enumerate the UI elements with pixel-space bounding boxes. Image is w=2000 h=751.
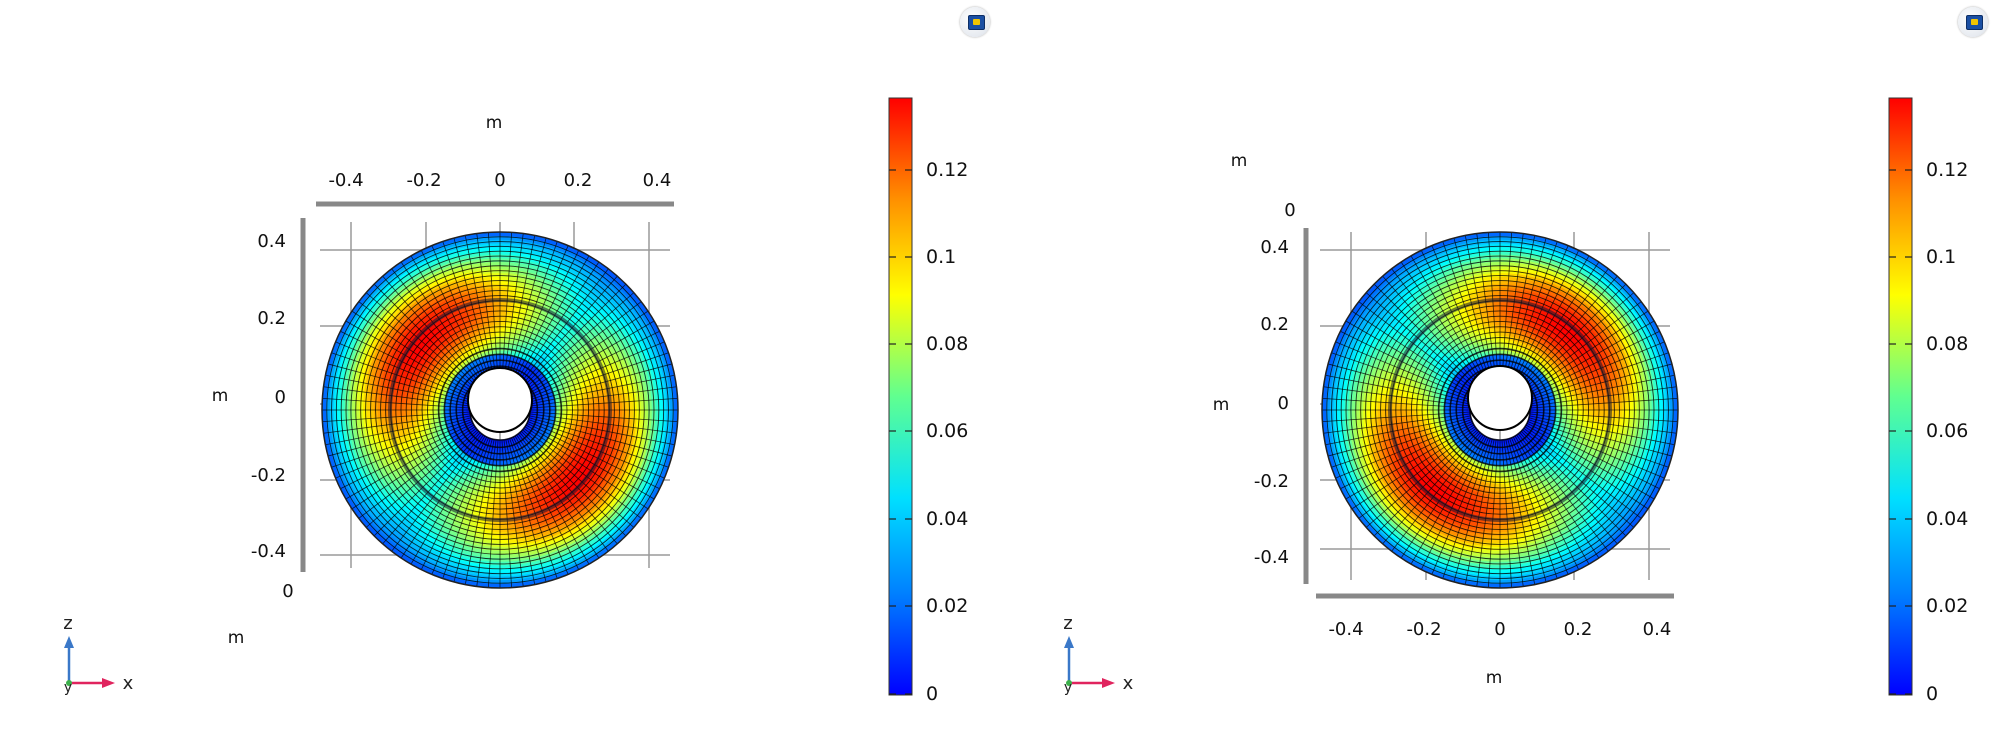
y-axis-zero-right: 0 [1284,200,1295,221]
triad-x-label-right: x [1123,673,1134,694]
z-tick-label: 0.4 [257,231,286,252]
app-logo-icon-right[interactable] [1958,7,1988,37]
app-logo-icon-left[interactable] [960,7,990,37]
colorbar-tick-label: 0 [1926,683,1938,705]
triad-x-label-left: x [123,673,134,694]
z-tick-label: 0.2 [1260,314,1289,335]
axis-triad-left: z x y [63,613,133,696]
colorbar-tick-label: 0.08 [926,333,968,355]
y-axis-unit-right: m [1231,151,1248,171]
x-tick-label: 0.2 [564,170,593,191]
z-tick-label: -0.2 [1254,471,1289,492]
z-tick-label: 0 [1278,393,1289,414]
colorbar-tick-label: 0.12 [1926,159,1968,181]
colorbar-tick-label: 0.08 [1926,333,1968,355]
z-axis-ticks-left: 0.4 0.2 0 -0.2 -0.4 [251,231,286,562]
triad-y-label-left: y [64,680,72,696]
plot-panel-left: -0.4 -0.2 0 0.2 0.4 0.4 0.2 0 -0.2 -0.4 m m 0 m … [63,7,990,705]
z-tick-label: -0.4 [1254,547,1289,568]
colorbar-tick-label: 0.04 [926,508,968,530]
z-tick-label: -0.4 [251,541,286,562]
x-tick-label: 0.2 [1564,619,1593,640]
x-axis-unit-left: m [486,113,503,133]
triad-z-label-left: z [63,613,72,634]
plot-panel-right: -0.4 -0.2 0 0.2 0.4 0.4 0.2 0 -0.2 -0.4 m m 0 m … [1000,0,2000,751]
colorbar-tick-label: 0.12 [926,159,968,181]
x-tick-label: 0.4 [643,170,672,191]
x-axis-unit-right: m [1486,668,1503,688]
colorbar-tick-label: 0.06 [1926,420,1968,442]
z-tick-label: -0.2 [251,465,286,486]
z-tick-label: 0.2 [257,308,286,329]
x-axis-ticks-right: -0.4 -0.2 0 0.2 0.4 [1328,619,1671,640]
x-tick-label: -0.4 [328,170,363,191]
x-tick-label: -0.4 [1328,619,1363,640]
colorbar-tick-label: 0.06 [926,420,968,442]
plot-svg-left: -0.4 -0.2 0 0.2 0.4 0.40.20-0.2-0.4 m m 0 m … [63,97,968,705]
triad-z-label-right: z [1063,613,1072,634]
x-tick-label: 0 [1494,619,1505,640]
x-axis-ticks-left: -0.4 -0.2 0 0.2 0.4 [328,170,671,191]
colorbar-tick-label: 0.02 [926,595,968,617]
colorbar-tick-label: 0.04 [1926,508,1968,530]
x-tick-label: 0 [494,170,505,191]
plot-svg-right: -0.4 -0.2 0 0.2 0.4 0.40.20-0.2-0.4 m m 0 m … [1063,97,1968,705]
x-tick-label: -0.2 [406,170,441,191]
z-axis-unit-right: m [1213,395,1230,415]
colorbar-ticks-left: 0.12 0.1 0.08 0.06 0.04 0.02 0 [889,159,968,705]
colorbar-left [888,97,913,696]
z-tick-label: 0.4 [1260,237,1289,258]
x-tick-label: -0.2 [1406,619,1441,640]
z-axis-unit-left: m [212,386,229,406]
z-tick-label: 0 [275,387,286,408]
z-axis-ticks-right: 0.4 0.2 0 -0.2 -0.4 [1254,237,1289,568]
disk-surface-left [321,231,679,589]
y-axis-zero-left: 0 [282,581,293,602]
colorbar-right [1888,97,1913,696]
colorbar-tick-label: 0.1 [1926,246,1956,268]
colorbar-tick-label: 0.1 [926,246,956,268]
axis-triad-right: z x y [1063,613,1133,696]
colorbar-tick-label: 0.02 [1926,595,1968,617]
colorbar-ticks-right: 0.12 0.1 0.08 0.06 0.04 0.02 0 [1889,159,1968,705]
colorbar-tick-label: 0 [926,683,938,705]
y-axis-unit-left: m [228,628,245,648]
x-tick-label: 0.4 [1643,619,1672,640]
disk-surface-right [1321,231,1679,589]
triad-y-label-right: y [1064,680,1072,696]
